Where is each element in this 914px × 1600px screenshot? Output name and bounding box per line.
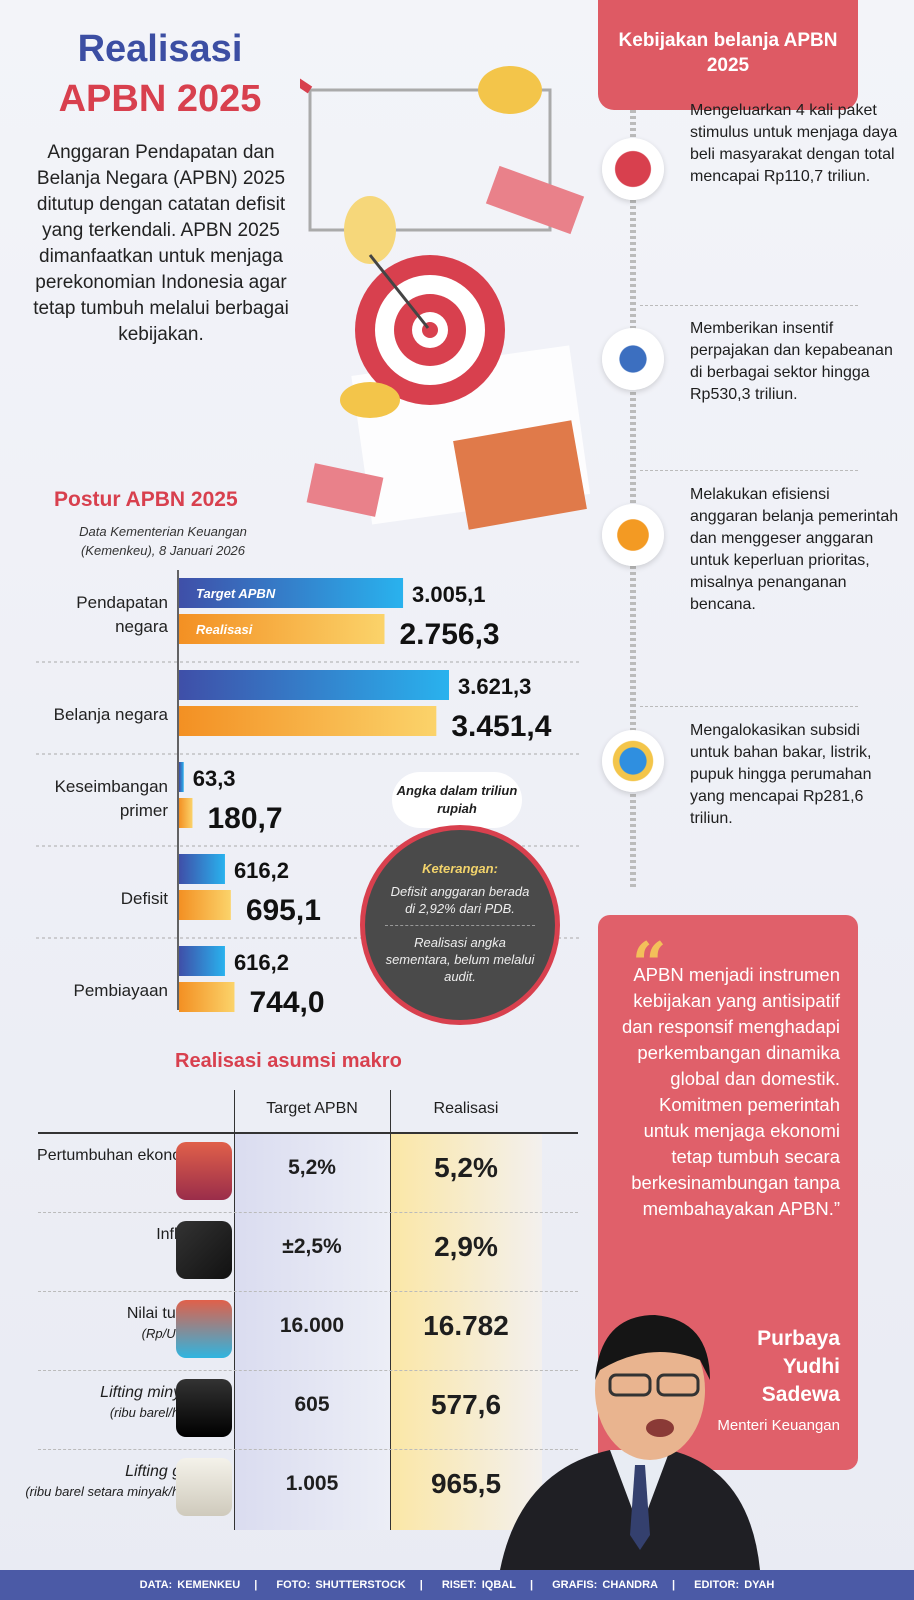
real-value: 5,2% xyxy=(434,1152,498,1183)
policy-header: Kebijakan belanja APBN 2025 xyxy=(598,0,858,110)
credits-footer: DATA: KEMENKEU | FOTO: SHUTTERSTOCK | RISE… xyxy=(0,1570,914,1600)
real-value: 16.782 xyxy=(423,1310,509,1341)
col-real-header: Realisasi xyxy=(433,1100,499,1117)
energy-subsidy-icon xyxy=(602,730,664,792)
legend-label: Realisasi xyxy=(196,622,253,637)
row-label: Lifting gas (ribu barel setara minyak/har… xyxy=(25,1463,198,1499)
category-label: negara xyxy=(115,617,168,636)
category-label: Keseimbangan xyxy=(55,777,168,796)
target-value: 16.000 xyxy=(279,1314,345,1337)
real-value: 965,5 xyxy=(430,1468,502,1499)
note-line-1: Defisit anggaran berada di 2,92% dari PD… xyxy=(390,884,530,916)
value-label: 695,1 xyxy=(246,894,321,927)
category-label: Defisit xyxy=(121,889,169,908)
realisasi-bar xyxy=(179,890,231,920)
col-target-header: Target APBN xyxy=(266,1100,358,1117)
quote-text: APBN menjadi instrumen kebijakan yang an… xyxy=(621,964,840,1219)
realisasi-bar xyxy=(179,982,235,1012)
realisasi-bar xyxy=(179,614,385,644)
target-value: ±2,5% xyxy=(282,1235,342,1258)
credit-graphics: GRAFIS: CHANDRA xyxy=(552,1579,658,1591)
note-title: Keterangan: xyxy=(422,861,498,876)
value-label: 180,7 xyxy=(207,802,282,835)
exchange-icon xyxy=(176,1300,232,1358)
macro-row: Nilai tukar (Rp/USD) 16.000 16.782 xyxy=(38,1292,578,1371)
value-label: 3.621,3 xyxy=(458,674,531,699)
policy-text: Melakukan efisiensi anggaran belanja pem… xyxy=(690,486,899,613)
macro-row: Pertumbuhan ekonomi 5,2% 5,2% xyxy=(37,1134,578,1213)
target-value: 1.005 xyxy=(285,1472,339,1495)
target-bar xyxy=(179,762,184,792)
calculator-receipt-icon xyxy=(602,328,664,390)
inflation-chart-icon xyxy=(176,1221,232,1279)
credit-photo: FOTO: SHUTTERSTOCK xyxy=(276,1579,406,1591)
oil-barrel-icon xyxy=(176,1379,232,1437)
postur-title: Postur APBN 2025 xyxy=(54,488,238,511)
value-label: 63,3 xyxy=(193,766,236,791)
realisasi-bar xyxy=(179,798,193,828)
minister-portrait xyxy=(500,1315,760,1570)
quote-mark-icon: “ xyxy=(632,930,667,1000)
row-label: Pertumbuhan ekonomi xyxy=(37,1147,198,1164)
macro-table: Target APBN Realisasi Pertumbuhan ekonom… xyxy=(25,1090,578,1530)
target-value: 5,2% xyxy=(288,1156,336,1179)
quote-author-name: Purbaya Yudhi Sadewa xyxy=(757,1327,840,1406)
postur-source: Data Kementerian Keuangan (Kemenkeu), 8 … xyxy=(79,524,247,558)
stimulus-stack-icon xyxy=(602,138,664,200)
macro-row: Lifting gas (ribu barel setara minyak/har… xyxy=(25,1450,578,1529)
macro-title: Realisasi asumsi makro xyxy=(175,1050,402,1072)
growth-stack-icon xyxy=(176,1142,232,1200)
target-bar xyxy=(179,854,225,884)
value-label: 3.005,1 xyxy=(412,582,485,607)
real-value: 2,9% xyxy=(434,1231,498,1262)
target-bar xyxy=(179,578,404,608)
chart-svg: Pendapatan negara 3.005,1 Target APBN 2.756,… xyxy=(36,570,580,1019)
note-circle: Keterangan: Defisit anggaran berada di 2… xyxy=(360,825,560,1025)
category-label: primer xyxy=(120,801,169,820)
timeline-line xyxy=(630,110,636,890)
row-label: Lifting minyak (ribu barel/hari) xyxy=(100,1384,198,1420)
value-label: 616,2 xyxy=(234,950,289,975)
target-bar xyxy=(179,946,225,976)
row-label: Nilai tukar (Rp/USD) xyxy=(126,1305,198,1341)
intro-text: Anggaran Pendapatan dan Belanja Negara (… xyxy=(33,142,289,345)
postur-bar-chart: Pendapatan negara 3.005,1 Target APBN 2.756,… xyxy=(0,570,600,1030)
value-label: 744,0 xyxy=(249,986,324,1019)
category-label: Pembiayaan xyxy=(73,981,168,1000)
credit-research: RISET: IQBAL xyxy=(441,1579,516,1591)
policy-text: Mengeluarkan 4 kali paket stimulus untuk… xyxy=(690,102,898,185)
quote-author-role: Menteri Keuangan xyxy=(717,1417,840,1434)
category-label: Pendapatan xyxy=(76,593,168,612)
value-label: 616,2 xyxy=(234,858,289,883)
target-bar xyxy=(179,670,449,700)
row-label: Inflasi xyxy=(8,1225,198,1245)
value-label: 2.756,3 xyxy=(400,618,500,651)
realisasi-bar xyxy=(179,706,437,736)
gas-tank-icon xyxy=(176,1458,232,1516)
category-label: Belanja negara xyxy=(54,705,169,724)
macro-row: Inflasi ±2,5% 2,9% xyxy=(38,1213,578,1292)
budget-cart-icon xyxy=(602,504,664,566)
real-value: 577,6 xyxy=(430,1389,502,1420)
shopping-cart-target-illustration xyxy=(300,66,591,530)
credit-editor: EDITOR: DYAH xyxy=(694,1579,775,1591)
policy-text: Memberikan insentif perpajakan dan kepab… xyxy=(690,320,893,403)
legend-label: Target APBN xyxy=(196,586,276,601)
macro-row: Lifting minyak (ribu barel/hari) 605 577,… xyxy=(38,1371,578,1450)
policy-text: Mengalokasikan subsidi untuk bahan bakar… xyxy=(690,722,872,827)
unit-note: Angka dalam triliun rupiah xyxy=(392,772,522,828)
value-label: 3.451,4 xyxy=(451,710,551,743)
title-line-1: Realisasi xyxy=(77,28,243,70)
credit-data: DATA: KEMENKEU xyxy=(139,1579,241,1591)
title-line-2: APBN 2025 xyxy=(58,78,262,120)
target-value: 605 xyxy=(294,1393,330,1416)
note-line-2: Realisasi angka sementara, belum melalui… xyxy=(385,935,535,984)
